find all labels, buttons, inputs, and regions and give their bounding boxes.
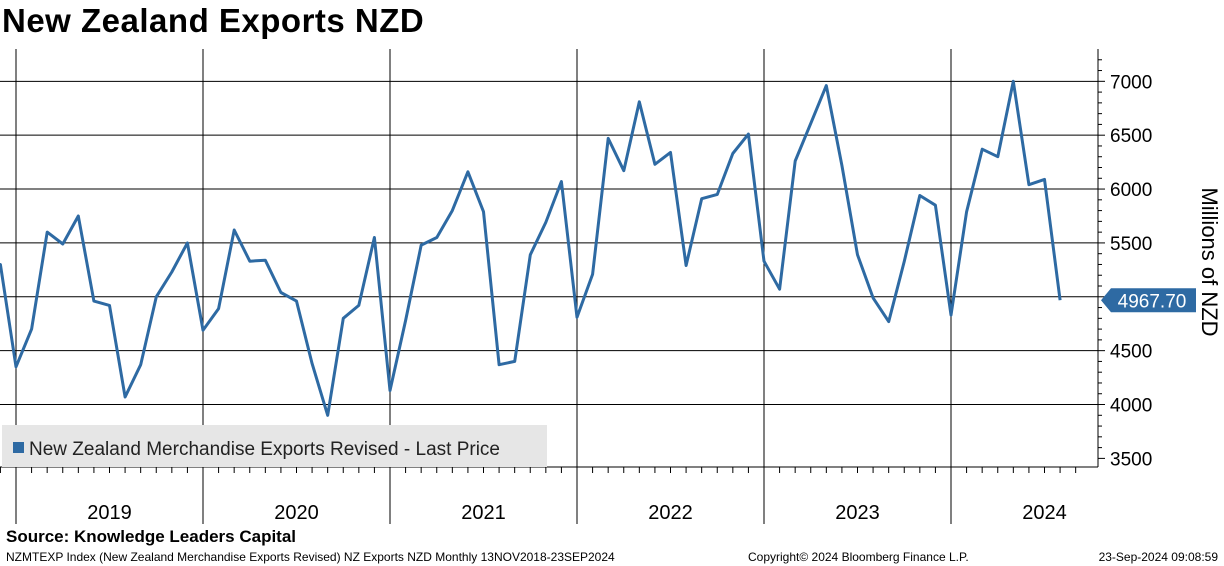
x-year-label: 2021: [461, 502, 506, 524]
y-tick-label: 3500: [1110, 449, 1152, 470]
y-tick-label: 6500: [1110, 126, 1152, 147]
last-value-tag: [1101, 288, 1196, 313]
chart-title: New Zealand Exports NZD: [2, 2, 425, 39]
y-axis-label: Millions of NZD: [1197, 187, 1222, 336]
legend-label: New Zealand Merchandise Exports Revised …: [29, 439, 500, 460]
footer-copyright: Copyright© 2024 Bloomberg Finance L.P.: [748, 550, 969, 564]
footer-timestamp: 23-Sep-2024 09:08:59: [1098, 550, 1218, 564]
source-note: Source: Knowledge Leaders Capital: [6, 527, 297, 546]
y-tick-label: 5500: [1110, 234, 1152, 255]
x-year-label: 2022: [648, 502, 693, 524]
last-value-label: 4967.70: [1118, 291, 1187, 312]
y-tick-label: 7000: [1110, 72, 1152, 93]
legend-box: [2, 425, 547, 467]
y-tick-label: 4500: [1110, 342, 1152, 363]
footer-ticker-info: NZMTEXP Index (New Zealand Merchandise E…: [6, 550, 615, 564]
y-tick-label: 4000: [1110, 396, 1152, 417]
x-year-label: 2023: [835, 502, 880, 524]
x-year-label: 2024: [1022, 502, 1067, 524]
y-tick-label: 6000: [1110, 180, 1152, 201]
legend-swatch: [13, 442, 24, 453]
x-year-label: 2020: [274, 502, 319, 524]
x-year-label: 2019: [87, 502, 132, 524]
series-line: [0, 79, 1062, 417]
